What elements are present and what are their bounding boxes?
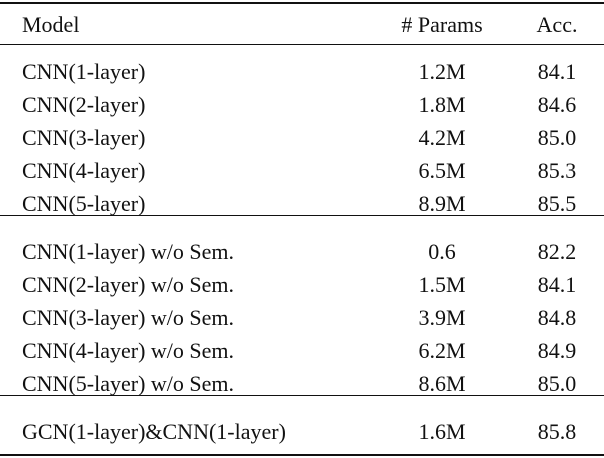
table-cell: 84.8 bbox=[537, 305, 577, 330]
header-cell: # Params bbox=[401, 12, 483, 37]
table-cell: CNN(4-layer) w/o Sem. bbox=[22, 338, 235, 363]
table-cell: 1.6M bbox=[418, 419, 466, 444]
table-cell: 84.6 bbox=[537, 92, 577, 117]
table-cell: CNN(1-layer) bbox=[22, 59, 146, 84]
table-cell: CNN(5-layer) bbox=[22, 191, 146, 216]
rule bbox=[0, 2, 604, 4]
table-cell: CNN(2-layer) w/o Sem. bbox=[22, 272, 235, 297]
table-cell: 84.1 bbox=[537, 272, 577, 297]
table-cell: 85.0 bbox=[537, 371, 577, 396]
table-cell: 84.1 bbox=[537, 59, 577, 84]
header-cell: Model bbox=[22, 12, 80, 37]
table-cell: 82.2 bbox=[537, 239, 577, 264]
table-cell: 85.3 bbox=[537, 158, 577, 183]
rule bbox=[0, 44, 604, 45]
table-cell: 85.8 bbox=[537, 419, 577, 444]
rule bbox=[0, 454, 604, 456]
table-cell: CNN(2-layer) bbox=[22, 92, 146, 117]
table-cell: 85.0 bbox=[537, 125, 577, 150]
table-cell: CNN(3-layer) bbox=[22, 125, 146, 150]
table-cell: 6.2M bbox=[418, 338, 466, 363]
table-cell: 3.9M bbox=[418, 305, 466, 330]
table-cell: 1.8M bbox=[418, 92, 466, 117]
table-cell: CNN(1-layer) w/o Sem. bbox=[22, 239, 235, 264]
rule bbox=[0, 394, 604, 396]
table-cell: CNN(4-layer) bbox=[22, 158, 146, 183]
header-cell: Acc. bbox=[536, 12, 578, 37]
table-cell: 6.5M bbox=[418, 158, 466, 183]
table-cell: 8.6M bbox=[418, 371, 466, 396]
table-cell: 84.9 bbox=[537, 338, 577, 363]
table-cell: CNN(3-layer) w/o Sem. bbox=[22, 305, 235, 330]
table-cell: 1.5M bbox=[418, 272, 466, 297]
table-cell: 0.6 bbox=[428, 239, 456, 264]
rule bbox=[0, 214, 604, 216]
table-cell: GCN(1-layer)&CNN(1-layer) bbox=[22, 419, 286, 444]
table-cell: 8.9M bbox=[418, 191, 466, 216]
table-cell: 4.2M bbox=[418, 125, 466, 150]
table-cell: CNN(5-layer) w/o Sem. bbox=[22, 371, 235, 396]
table-cell: 85.5 bbox=[537, 191, 577, 216]
table-cell: 1.2M bbox=[418, 59, 466, 84]
